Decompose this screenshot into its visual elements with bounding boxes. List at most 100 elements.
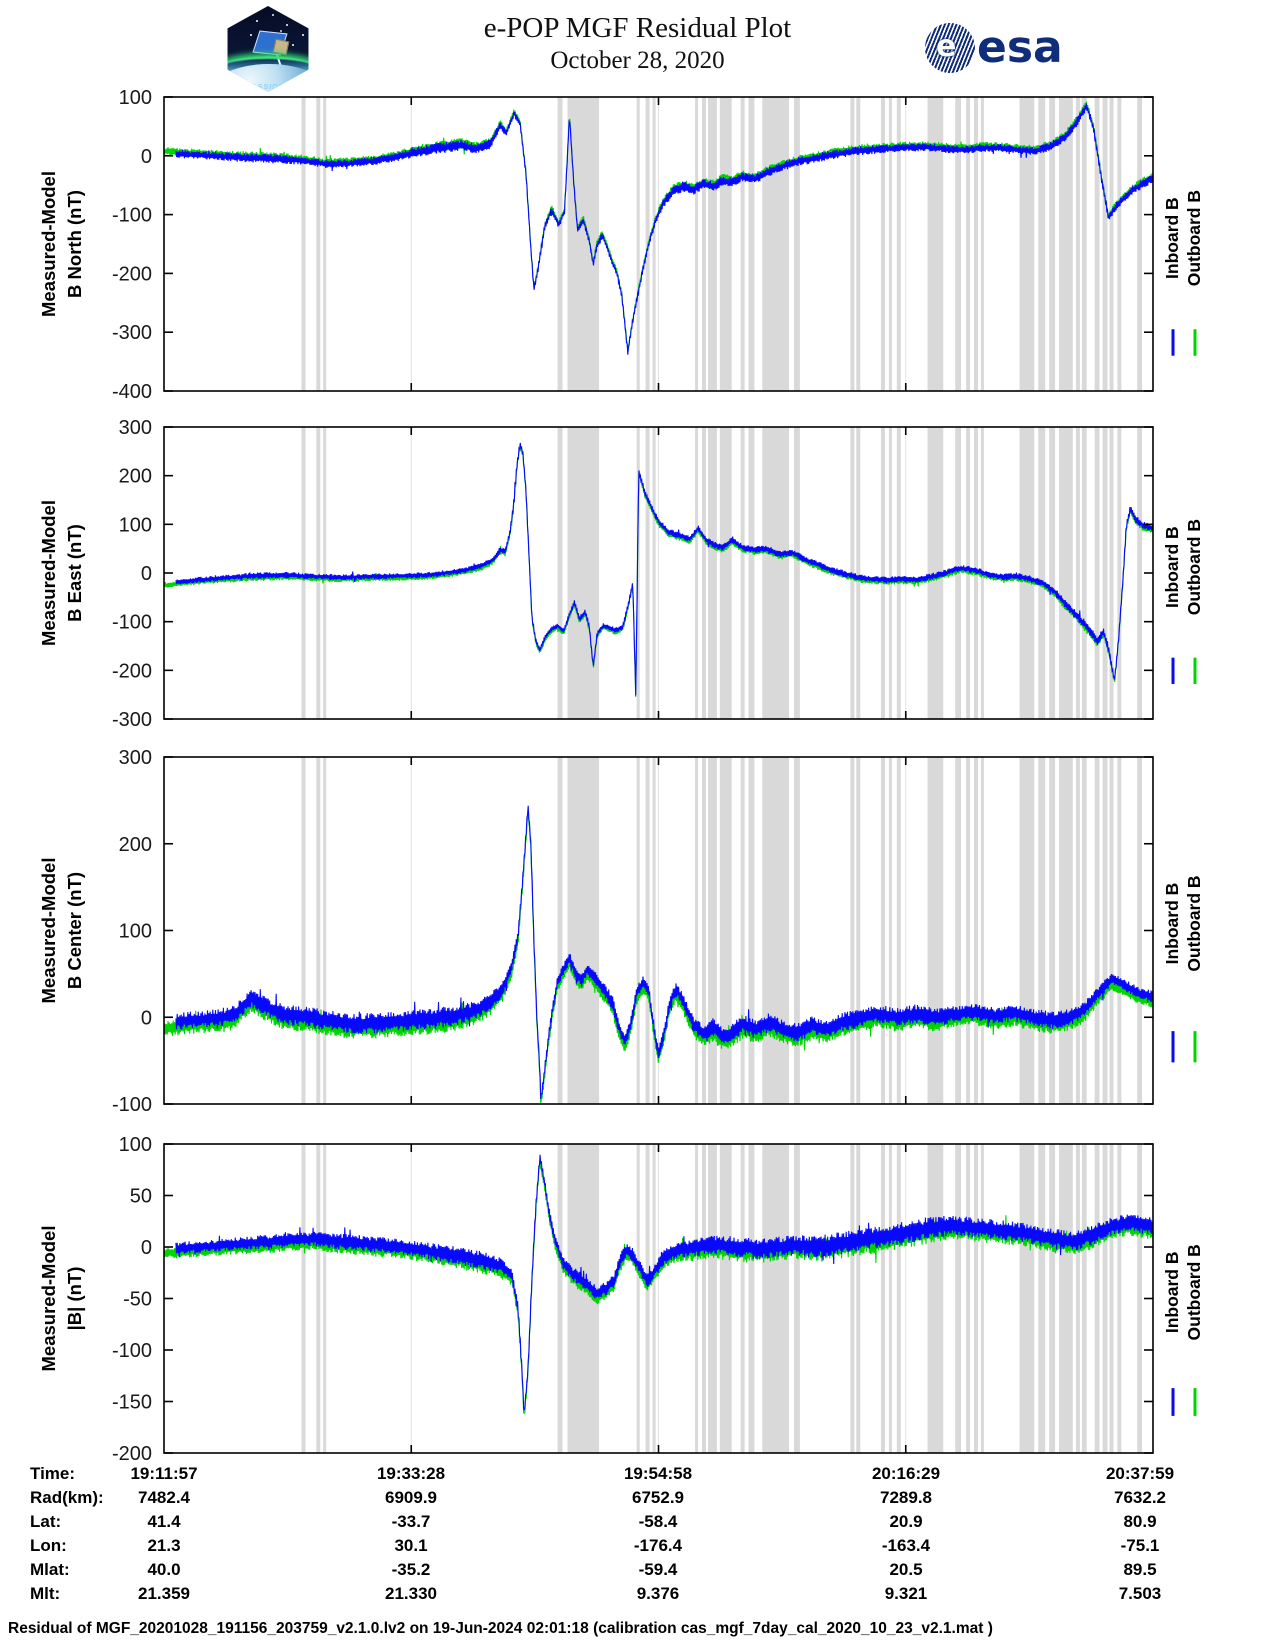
data-gap-band (636, 757, 640, 1104)
page-title: e-POP MGF Residual Plot (483, 12, 792, 44)
data-gap-band (1109, 757, 1114, 1104)
data-gap-band (316, 757, 321, 1104)
y-tick-label: -200 (112, 1443, 152, 1465)
legend-inboard-label: Inboard B (1162, 883, 1182, 965)
data-gap-band (702, 427, 706, 719)
data-gap-band (1094, 427, 1100, 719)
panel-3: 300 200 100 0 -100 Measured-Model B Center (nT… (38, 747, 1204, 1116)
data-gap-band (567, 427, 600, 719)
data-gap-band (980, 757, 984, 1104)
y-axis-label-line1: Measured-Model (38, 858, 59, 1004)
data-gap-band (980, 1144, 984, 1453)
y-tick-label: -100 (112, 1340, 152, 1362)
y-axis-label-line2: B East (nT) (64, 524, 85, 622)
legend-outboard-label: Outboard B (1184, 1244, 1204, 1340)
row-label: Rad(km): (30, 1488, 104, 1507)
data-gap-band (881, 757, 885, 1104)
inboard-trace (175, 442, 1154, 696)
data-gap-band (896, 427, 901, 719)
data-gap-band (1059, 757, 1073, 1104)
data-gap-band (1019, 757, 1035, 1104)
data-gap-band (1038, 757, 1046, 1104)
data-gap-band (1109, 1144, 1114, 1453)
cell: -163.4 (881, 1536, 931, 1555)
data-gap-band (645, 427, 650, 719)
table-row: Time: 19:11:57 19:33:28 19:54:58 20:16:2… (0, 1464, 1275, 1486)
patch-aurora (227, 56, 309, 85)
data-gap-band (645, 757, 650, 1104)
data-gap-band (856, 1144, 861, 1453)
data-gap-band (702, 1144, 706, 1453)
data-gap-band (652, 1144, 656, 1453)
panel-4: 100 50 0 -50 -100 -150 -200 Measured-Model |B| (… (38, 1134, 1204, 1465)
data-gap-band (1059, 97, 1073, 391)
cell: 6752.9 (632, 1488, 684, 1507)
data-gap-band (974, 97, 978, 391)
data-gap-band (636, 1144, 640, 1453)
data-gap-band (1038, 1144, 1046, 1453)
data-gap-band (881, 1144, 885, 1453)
cell: 40.0 (147, 1560, 181, 1579)
data-gap-band (1075, 97, 1080, 391)
y-tick-label: 300 (119, 747, 152, 769)
data-gap-band (1102, 757, 1108, 1104)
data-gap-band (762, 97, 789, 391)
table-row: Mlat: 40.0 -35.2 -59.4 20.5 89.5 (0, 1560, 1275, 1582)
data-gap-band (695, 1144, 699, 1453)
data-gap-band (708, 97, 717, 391)
data-gap-band (748, 97, 755, 391)
data-gap-band (888, 1144, 892, 1453)
data-gap-band (888, 427, 892, 719)
y-tick-label: 300 (119, 417, 152, 439)
cell: 7.503 (1118, 1584, 1162, 1603)
data-gap-band (695, 427, 699, 719)
data-gap-band (1049, 1144, 1056, 1453)
data-gap-band (1117, 427, 1122, 719)
data-gap-band (1019, 427, 1035, 719)
y-tick-label: 200 (119, 834, 152, 856)
data-gap-band (1137, 1144, 1143, 1453)
y-tick-label: 100 (119, 921, 152, 943)
data-gap-band (719, 97, 732, 391)
panel-1: 100 0 -100 -200 -300 -400 Measured-Model B Nort… (38, 87, 1204, 403)
data-gap-band (1094, 1144, 1100, 1453)
data-gap-band (557, 97, 563, 391)
data-gap-band (955, 757, 962, 1104)
data-gap-band (695, 757, 699, 1104)
data-gap-band (794, 427, 800, 719)
data-gap-band (1049, 97, 1056, 391)
table-row: Lon: 21.3 30.1 -176.4 -163.4 -75.1 (0, 1536, 1275, 1558)
esa-globe-icon: e (925, 23, 975, 73)
esa-logo: e esa (925, 22, 1063, 74)
y-tick-label: -100 (112, 205, 152, 227)
legend-inboard-label: Inboard B (1162, 526, 1182, 608)
inboard-trace (175, 1154, 1154, 1411)
data-gap-band (1049, 427, 1056, 719)
data-gap-band (896, 757, 901, 1104)
data-gap-band (1102, 1144, 1108, 1453)
y-tick-label: -100 (112, 612, 152, 634)
data-gap-band (966, 97, 971, 391)
cell: 89.5 (1123, 1560, 1157, 1579)
data-gap-band (1117, 97, 1122, 391)
data-gap-band (323, 1144, 327, 1453)
data-gap-band (896, 97, 901, 391)
data-gap-band (567, 97, 600, 391)
y-tick-label: 200 (119, 466, 152, 488)
cell: 19:11:57 (130, 1464, 198, 1483)
data-gap-band (301, 1144, 306, 1453)
data-gap-band (740, 427, 745, 719)
y-axis-label-line2: |B| (nT) (64, 1267, 85, 1331)
y-tick-label: 0 (141, 563, 152, 585)
panel-2: 300 200 100 0 -100 -200 -300 Measured-Model B Ea… (38, 417, 1204, 731)
data-gap-band (794, 97, 800, 391)
data-gap-band (966, 1144, 971, 1453)
data-gap-band (1038, 97, 1046, 391)
data-gap-band (301, 757, 306, 1104)
cell: 21.3 (147, 1536, 181, 1555)
data-gap-band (896, 1144, 901, 1453)
y-tick-label: -150 (112, 1392, 152, 1414)
data-gap-band (762, 427, 789, 719)
data-gap-band (748, 757, 755, 1104)
